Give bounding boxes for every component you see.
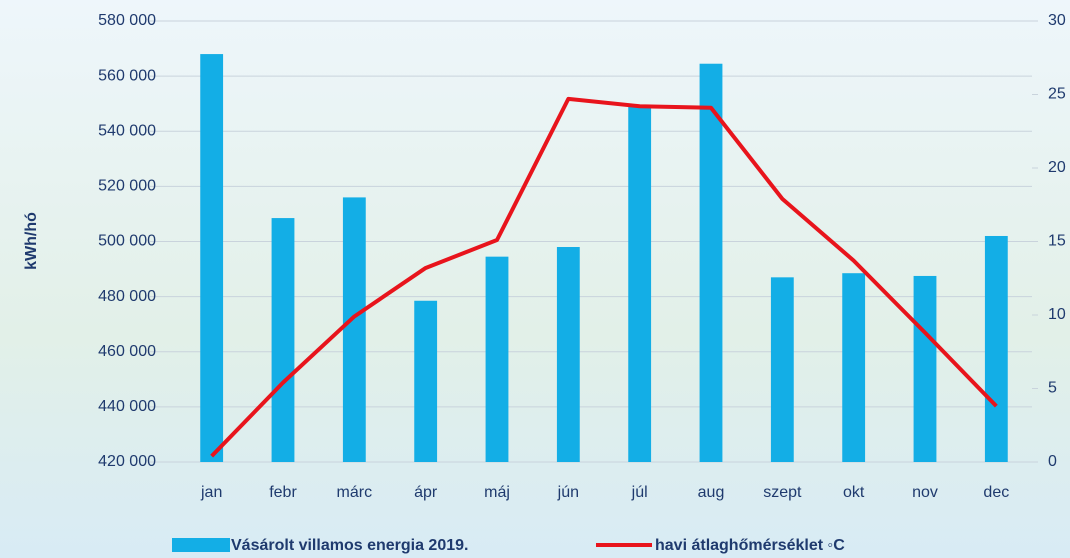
- bar: [771, 277, 794, 462]
- bar: [414, 301, 437, 462]
- y2-tick-label: 10: [1048, 306, 1066, 323]
- y-tick-label: 580 000: [98, 12, 156, 29]
- x-tick-label: okt: [843, 484, 865, 501]
- x-tick-label: dec: [983, 484, 1009, 501]
- y2-tick-label: 30: [1048, 12, 1066, 29]
- x-tick-label: júl: [631, 484, 648, 501]
- bar: [557, 247, 580, 462]
- bar: [842, 273, 865, 462]
- bar: [343, 197, 366, 462]
- chart: kWh/hó 420 000 440 000 460 000 480 000 500 0…: [0, 0, 1070, 558]
- x-tick-label: ápr: [414, 484, 438, 501]
- x-tick-label: máj: [484, 484, 510, 501]
- bar: [700, 64, 723, 462]
- y2-tick-label: 25: [1048, 86, 1066, 103]
- y2-tick-label: 15: [1048, 233, 1066, 250]
- y2-tick-label: 5: [1048, 380, 1057, 397]
- y-tick-label: 440 000: [98, 398, 156, 415]
- x-tick-label: márc: [337, 484, 373, 501]
- bar: [486, 257, 509, 462]
- legend-label: Vásárolt villamos energia 2019.: [231, 537, 468, 554]
- x-tick-label: szept: [763, 484, 802, 501]
- bar: [200, 54, 223, 462]
- background: [0, 0, 1070, 558]
- x-tick-label: jún: [557, 484, 579, 501]
- y2-tick-label: 20: [1048, 159, 1066, 176]
- x-tick-label: febr: [269, 484, 297, 501]
- x-tick-label: jan: [200, 484, 222, 501]
- legend-swatch: [172, 538, 230, 552]
- x-tick-label: aug: [698, 484, 725, 501]
- bar: [628, 106, 651, 462]
- y-tick-label: 500 000: [98, 233, 156, 250]
- y-axis-title: kWh/hó: [23, 212, 40, 270]
- y-tick-label: 540 000: [98, 122, 156, 139]
- legend-label: havi átlaghőmérséklet ◦C: [655, 537, 845, 554]
- bar: [985, 236, 1008, 462]
- bar: [272, 218, 295, 462]
- bar: [914, 276, 937, 462]
- y-tick-label: 460 000: [98, 343, 156, 360]
- y2-tick-label: 0: [1048, 453, 1057, 470]
- y-tick-label: 560 000: [98, 67, 156, 84]
- y-tick-label: 480 000: [98, 288, 156, 305]
- y-tick-label: 420 000: [98, 453, 156, 470]
- y-tick-label: 520 000: [98, 178, 156, 195]
- x-tick-label: nov: [912, 484, 938, 501]
